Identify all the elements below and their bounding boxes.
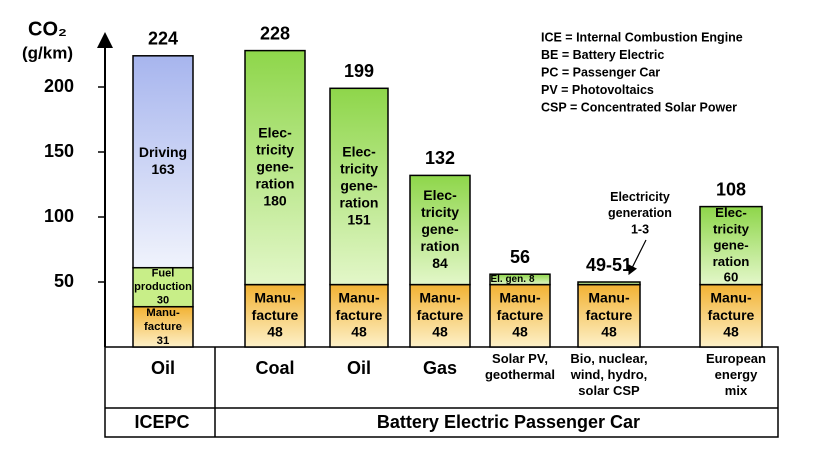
bar-segment: [699, 283, 763, 348]
total-label: 224: [148, 29, 178, 49]
segment-value: 48: [432, 324, 448, 340]
segment-value: 48: [512, 324, 528, 340]
x-tick-label: Oil: [151, 358, 175, 378]
segment-label: Manu-facture: [586, 289, 633, 322]
segment-label: Manu-facture: [497, 289, 544, 322]
segment-value: 30: [157, 295, 169, 307]
note: ICE = Internal Combustion Engine: [541, 30, 743, 44]
bar-segment: [577, 283, 641, 348]
bar-segment: [409, 174, 471, 286]
x-tick-label: Solar PV, geothermal: [485, 351, 555, 382]
segment-value: 151: [347, 211, 371, 227]
total-label: 132: [425, 148, 455, 168]
x-tick-label: Bio, nuclear, wind, hydro, solar CSP: [570, 351, 648, 398]
x-tick-label: Oil: [347, 358, 371, 378]
segment-label: Manu-facture: [144, 307, 182, 333]
bar-segment: [489, 273, 551, 286]
segment-label: El. gen.: [490, 274, 526, 285]
y-tick-label: 200: [44, 76, 74, 96]
annotation-value: 1-3: [631, 222, 649, 236]
segment-value: 60: [724, 269, 739, 284]
x-tick-label: European energy mix: [706, 351, 766, 398]
group-label: Battery Electric Passenger Car: [377, 412, 640, 432]
group-label: ICEPC: [134, 412, 189, 432]
y-label: CO₂: [28, 18, 67, 40]
total-label: 56: [510, 247, 530, 267]
y-tick-label: 50: [54, 271, 74, 291]
bar-segment: [132, 55, 194, 269]
bar-segment: [699, 205, 763, 286]
segment-label: Fuel production: [134, 268, 192, 293]
segment-value: 48: [351, 324, 367, 340]
x-tick-label: Gas: [423, 358, 457, 378]
bar-segment: [577, 281, 641, 286]
total-label: 199: [344, 61, 374, 81]
segment-value: 48: [601, 324, 617, 340]
segment-label: Elec-tricity gene-ration: [256, 124, 295, 191]
total-label: 49-51: [586, 255, 632, 275]
note: BE = Battery Electric: [541, 48, 664, 62]
segment-label: Manu-facture: [252, 289, 299, 322]
y-tick-label: 150: [44, 141, 74, 161]
segment-label: Driving: [139, 144, 187, 160]
note: CSP = Concentrated Solar Power: [541, 100, 737, 114]
segment-value: 163: [151, 161, 175, 177]
bar-segment: [329, 283, 389, 348]
bar-segment: [489, 283, 551, 348]
x-tick-label: Coal: [255, 358, 294, 378]
total-label: 108: [716, 179, 746, 199]
segment-value: 48: [267, 324, 283, 340]
segment-value: 180: [263, 192, 287, 208]
bar-segment: [244, 49, 306, 286]
segment-value: 48: [723, 324, 739, 340]
segment-label: Elec-tricity gene-ration: [421, 187, 460, 254]
note: PC = Passenger Car: [541, 65, 660, 79]
annotation: Electricity generation: [608, 190, 672, 220]
segment-label: Elec-tricity gene-ration: [713, 205, 750, 269]
segment-value: 8: [529, 274, 535, 285]
y-unit: (g/km): [22, 43, 73, 62]
bar-segment: [244, 283, 306, 348]
bar-segment: [329, 87, 389, 286]
segment-label: Elec-tricity gene-ration: [340, 143, 379, 210]
segment-value: 31: [157, 335, 170, 347]
segment-label: Manu-facture: [336, 289, 383, 322]
note: PV = Photovoltaics: [541, 83, 654, 97]
segment-label: Manu-facture: [708, 289, 755, 322]
y-tick-label: 100: [44, 206, 74, 226]
segment-label: Manu-facture: [417, 289, 464, 322]
bar-segment: [132, 305, 194, 348]
total-label: 228: [260, 23, 290, 43]
annotation-arrow: [628, 239, 647, 276]
segment-value: 84: [432, 255, 448, 271]
